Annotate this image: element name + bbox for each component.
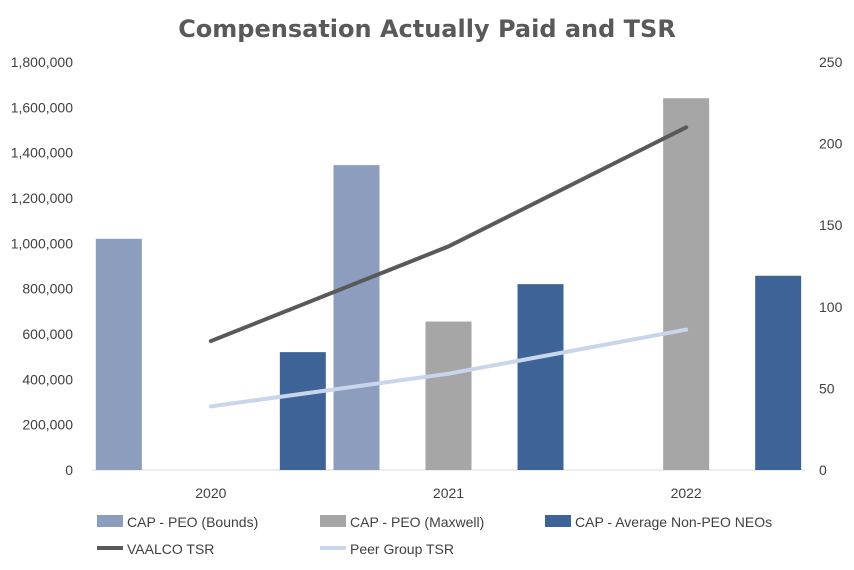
legend-item-cap-peo-bounds: CAP - PEO (Bounds) (97, 514, 258, 530)
legend-item-cap-average-non-peo-neos: CAP - Average Non-PEO NEOs (545, 514, 772, 530)
x-tick-label: 2021 (433, 485, 464, 501)
y-right-tick-label: 100 (819, 299, 843, 315)
bar-cap-peo-bounds-2021 (333, 165, 380, 470)
y-left-tick-label: 800,000 (22, 281, 73, 297)
y-right-tick-label: 200 (819, 136, 843, 152)
legend-label: Peer Group TSR (350, 541, 454, 557)
bar-cap-peo-bounds-2020 (95, 238, 142, 470)
y-left-tick-label: 200,000 (22, 417, 73, 433)
legend: CAP - PEO (Bounds) CAP - PEO (Maxwell) CAP… (97, 514, 772, 557)
y-right-tick-label: 50 (819, 380, 835, 396)
y-left-tick-label: 1,600,000 (11, 99, 73, 115)
y-left-tick-label: 1,000,000 (11, 235, 73, 251)
x-tick-label: 2020 (195, 485, 226, 501)
bars (95, 98, 802, 471)
bar-cap-peo-maxwell-2021 (425, 321, 472, 470)
y-right-tick-label: 0 (819, 462, 827, 478)
y-left-tick-label: 0 (65, 462, 73, 478)
chart-title: Compensation Actually Paid and TSR (178, 15, 676, 43)
bar-cap-average-non-peo-neos-2022 (755, 275, 802, 470)
legend-item-peer-group-tsr: Peer Group TSR (320, 541, 454, 557)
y-left-tick-label: 400,000 (22, 371, 73, 387)
legend-label: CAP - PEO (Bounds) (127, 514, 258, 530)
line-peer-group-tsr (208, 327, 689, 409)
y-left-tick-label: 600,000 (22, 326, 73, 342)
legend-item-vaalco-tsr: VAALCO TSR (97, 541, 214, 557)
legend-label: CAP - Average Non-PEO NEOs (575, 514, 772, 530)
line-vaalco-tsr (208, 125, 689, 344)
y-right-tick-label: 250 (819, 54, 843, 70)
x-tick-label: 2022 (671, 485, 702, 501)
legend-label: VAALCO TSR (127, 541, 214, 557)
legend-swatch (320, 515, 346, 527)
y-left-tick-label: 1,400,000 (11, 145, 73, 161)
bar-cap-peo-maxwell-2022 (663, 98, 710, 471)
legend-item-cap-peo-maxwell: CAP - PEO (Maxwell) (320, 514, 484, 530)
y-right-tick-label: 150 (819, 217, 843, 233)
legend-swatch (97, 515, 123, 527)
legend-label: CAP - PEO (Maxwell) (350, 514, 484, 530)
ticks: 0 200,000 400,000 600,000 800,000 1,000,000 1,… (11, 54, 843, 501)
y-left-tick-label: 1,800,000 (11, 54, 73, 70)
lines (208, 125, 689, 409)
bar-cap-average-non-peo-neos-2021 (517, 284, 564, 470)
y-left-tick-label: 1,200,000 (11, 190, 73, 206)
bar-cap-average-non-peo-neos-2020 (279, 352, 326, 470)
legend-swatch (545, 515, 571, 527)
